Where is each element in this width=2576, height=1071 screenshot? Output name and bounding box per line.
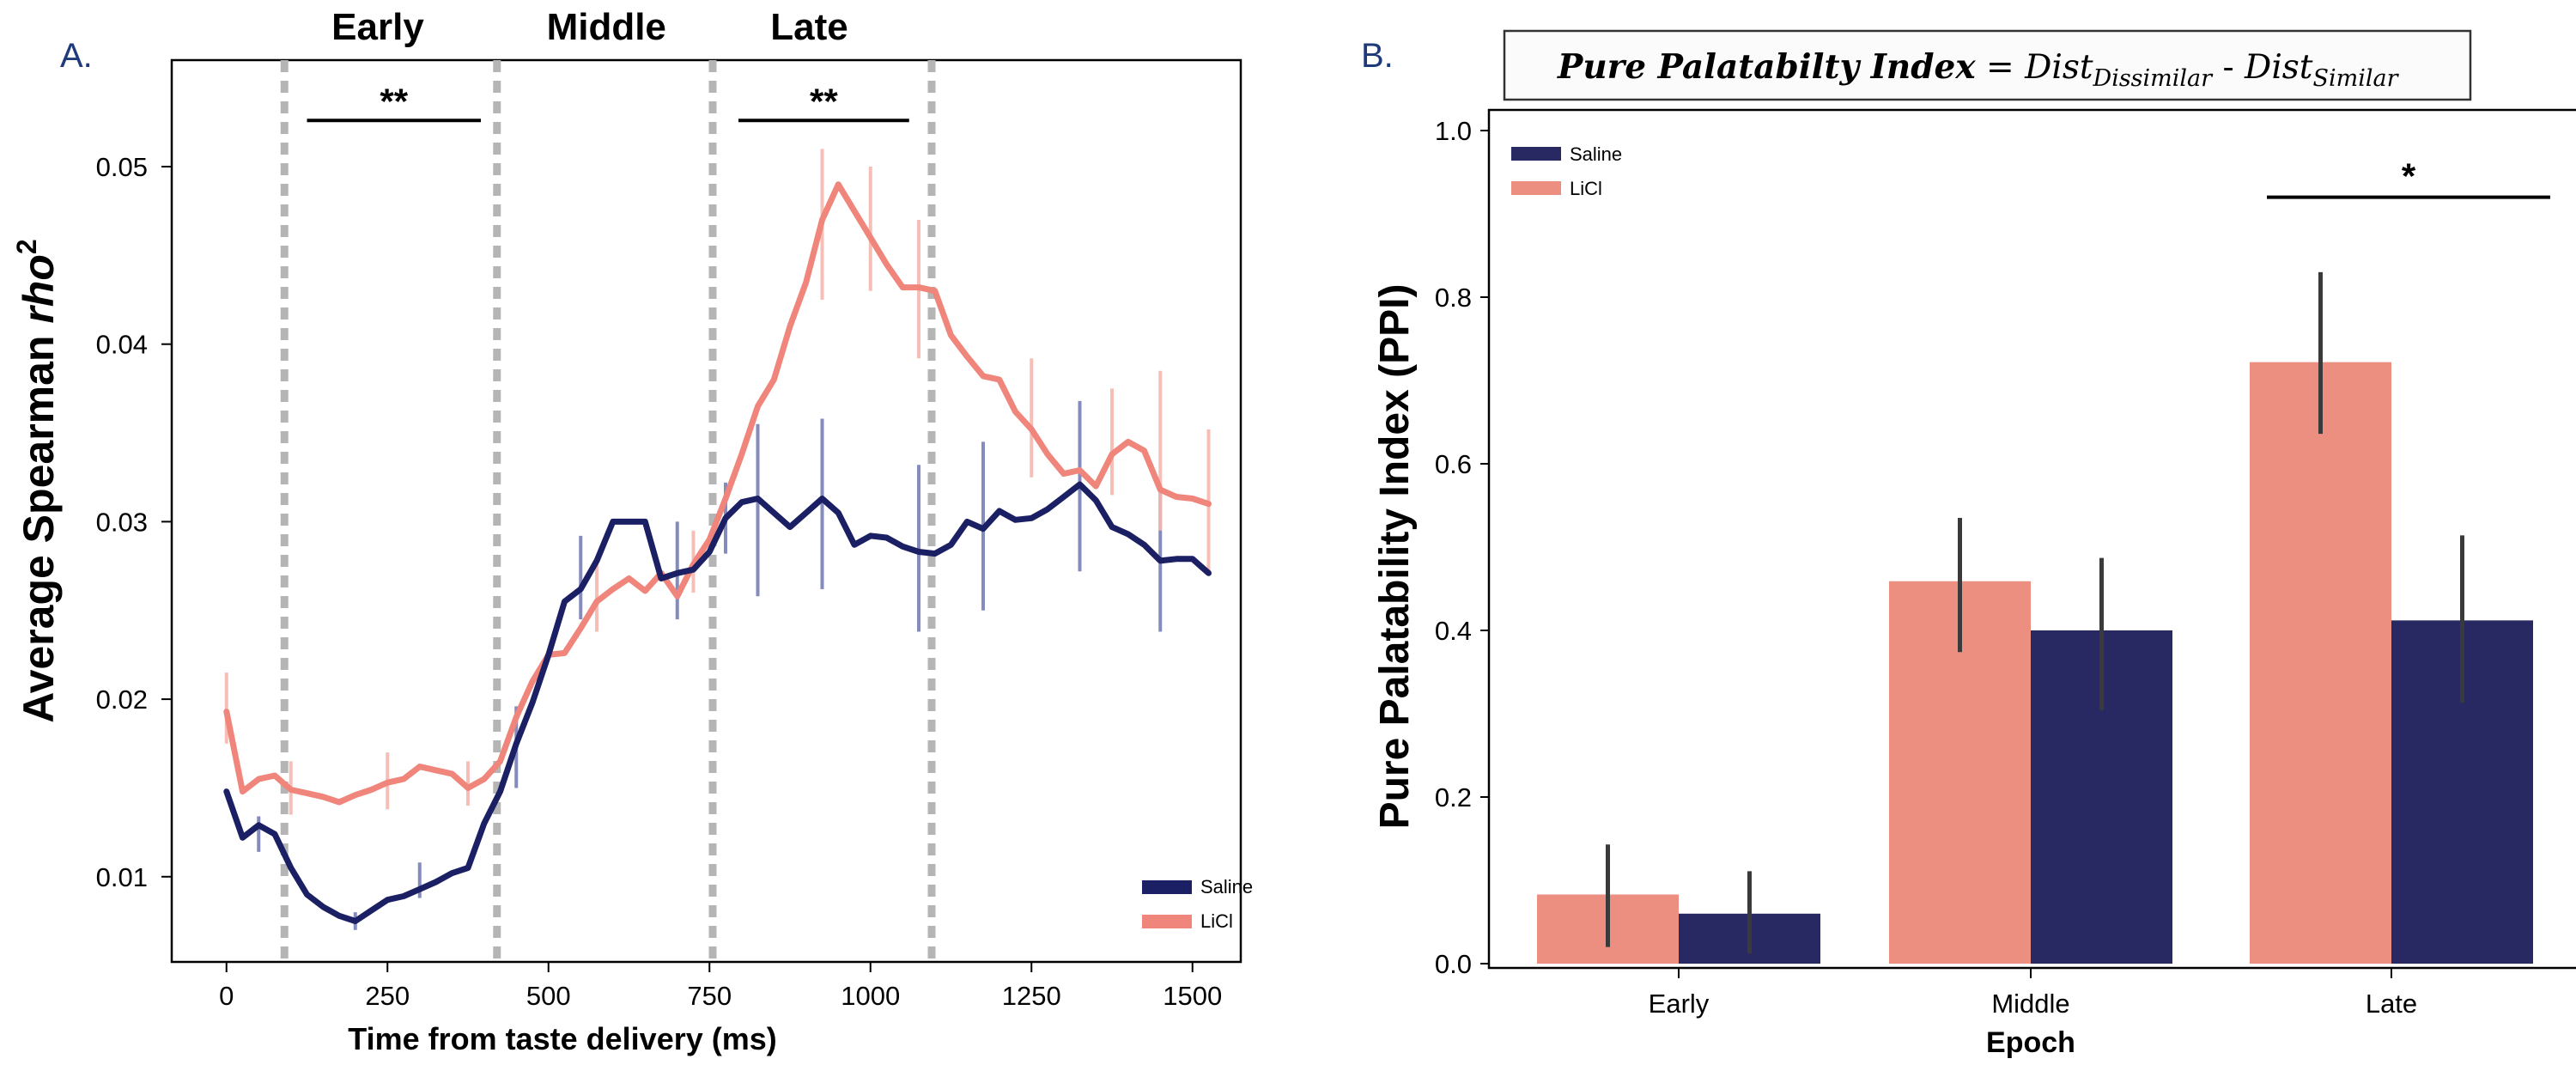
panel-b-bar-chart: B. Pure Palatabilty Index = DistDissimil… (1361, 29, 2576, 1059)
panel-a-label: A. (60, 37, 93, 75)
panel-b-legend-label: Saline (1570, 143, 1622, 165)
panel-b-y-tick-label: 0.6 (1435, 449, 1472, 479)
panel-a-x-tick-label: 250 (365, 981, 410, 1011)
panel-a-significance-label: ** (810, 81, 838, 121)
panel-a-legend-swatch-saline (1142, 880, 1192, 894)
panel-a-y-tick-label: 0.01 (96, 862, 148, 892)
panel-b-y-tick-label: 0.8 (1435, 283, 1472, 313)
panel-b-y-axis-label: Pure Palatability Index (PPI) (1372, 284, 1418, 830)
panel-a-legend-label: LiCl (1200, 910, 1233, 932)
panel-b-bars (1537, 362, 2533, 964)
panel-a-x-tick-label: 0 (219, 981, 234, 1011)
panel-a-x-tick-label: 500 (526, 981, 571, 1011)
panel-b-significance: * (2267, 156, 2550, 199)
panel-a-epoch-lines: Early Middle Late (280, 6, 936, 962)
panel-a-significance-label: ** (380, 81, 408, 121)
panel-a-epoch-label: Middle (547, 6, 666, 48)
panel-b-legend-swatch-saline (1511, 147, 1561, 161)
panel-b-significance-label: * (2402, 156, 2416, 197)
panel-a-series-lines (223, 181, 1212, 924)
panel-a-epoch-label: Late (770, 6, 848, 48)
panel-b-bar-licl (2250, 362, 2391, 964)
panel-a-significance: ** ** (307, 81, 909, 123)
panel-a-y-tick-label: 0.05 (96, 152, 148, 182)
panel-b-title-box (1503, 29, 2472, 101)
panel-a-line-licl (223, 181, 1212, 806)
panel-b-ticks: 0.0 0.2 0.4 0.6 0.8 1.0 Early Middle Late (1435, 116, 2417, 1019)
panel-b-x-tick-label: Early (1649, 989, 1710, 1019)
panel-b-legend-label: LiCl (1570, 178, 1602, 199)
panel-a-epoch-label: Early (331, 6, 424, 48)
panel-b-x-tick-label: Middle (1991, 989, 2069, 1019)
panel-a-x-tick-label: 1000 (841, 981, 900, 1011)
panel-a-x-tick-label: 1250 (1002, 981, 1061, 1011)
panel-b-y-tick-label: 0.0 (1435, 949, 1472, 979)
panel-a-y-tick-label: 0.03 (96, 507, 148, 537)
panel-a-plot-frame (170, 58, 1242, 964)
panel-b-label: B. (1361, 37, 1394, 75)
panel-b-y-tick-label: 0.4 (1435, 616, 1472, 646)
panel-a-line-chart: A. Average Spearman rho2 Time from taste… (11, 6, 1253, 1056)
panel-a-legend-label: Saline (1200, 876, 1253, 898)
panel-b-y-tick-label: 0.2 (1435, 782, 1472, 812)
panel-b-title: Pure Palatabilty Index = DistDissimilar … (1557, 47, 2400, 92)
panel-b-plot-frame (1487, 108, 2576, 970)
panel-a-x-axis-label: Time from taste delivery (ms) (348, 1021, 777, 1056)
panel-a-x-tick-label: 750 (687, 981, 732, 1011)
panel-b-x-tick-label: Late (2366, 989, 2417, 1019)
panel-a-y-tick-label: 0.02 (96, 685, 148, 715)
panel-a-ticks: 0 250 500 750 1000 1250 1500 0.01 0.02 0.03 0.04 0.… (96, 152, 1223, 1011)
panel-a-x-tick-label: 1500 (1163, 981, 1222, 1011)
panel-a-y-axis-label: Average Spearman rho2 (11, 239, 63, 722)
panel-b-x-axis-label: Epoch (1986, 1026, 2075, 1059)
panel-a-y-tick-label: 0.04 (96, 330, 148, 360)
panel-b-legend: Saline LiCl (1511, 143, 1622, 199)
panel-a-legend-swatch-licl (1142, 915, 1192, 928)
panel-b-y-tick-label: 1.0 (1435, 116, 1472, 146)
panel-b-error-bars (1606, 271, 2464, 954)
panel-a-legend: Saline LiCl (1142, 876, 1253, 932)
panel-a-line-saline (223, 481, 1212, 924)
panel-b-legend-swatch-licl (1511, 181, 1561, 195)
